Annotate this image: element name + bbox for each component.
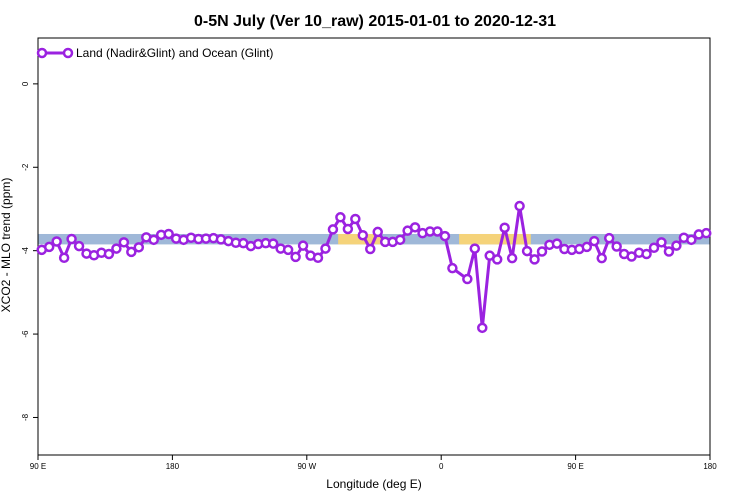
data-point bbox=[701, 227, 712, 239]
legend: Land (Nadir&Glint) and Ocean (Glint) bbox=[36, 46, 273, 60]
data-point bbox=[267, 238, 279, 249]
data-point bbox=[66, 233, 77, 245]
data-point bbox=[491, 254, 503, 265]
x-axis-label: Longitude (deg E) bbox=[326, 477, 421, 491]
y-tick-label: -8 bbox=[21, 413, 30, 421]
y-tick-label: -6 bbox=[21, 330, 30, 338]
data-point bbox=[663, 246, 675, 257]
data-point bbox=[335, 212, 346, 223]
data-point bbox=[477, 322, 488, 334]
x-tick-label: 180 bbox=[703, 462, 717, 471]
data-point bbox=[43, 241, 55, 253]
data-point bbox=[469, 243, 481, 254]
x-tick-label: 90 E bbox=[567, 462, 583, 471]
data-point bbox=[536, 246, 548, 257]
legend-marker-right bbox=[62, 47, 74, 59]
band-orange bbox=[459, 233, 531, 245]
data-point bbox=[312, 252, 324, 264]
data-point bbox=[126, 246, 137, 258]
data-point bbox=[148, 234, 159, 246]
data-point bbox=[327, 224, 339, 235]
data-point bbox=[432, 226, 443, 237]
legend-marker-left bbox=[36, 47, 48, 59]
data-point bbox=[51, 236, 62, 247]
data-point bbox=[103, 248, 115, 260]
data-point bbox=[521, 245, 533, 257]
legend-label: Land (Nadir&Glint) and Ocean (Glint) bbox=[76, 46, 273, 60]
data-point bbox=[163, 228, 174, 240]
data-point bbox=[58, 252, 70, 264]
data-point bbox=[551, 238, 563, 249]
data-point bbox=[342, 223, 354, 235]
data-point bbox=[290, 251, 301, 263]
x-tick-label: 0 bbox=[439, 462, 444, 471]
data-point bbox=[462, 273, 473, 285]
data-point bbox=[394, 234, 406, 246]
y-tick-label: 0 bbox=[21, 81, 30, 86]
data-point bbox=[648, 242, 660, 254]
data-point bbox=[73, 240, 85, 252]
data-point bbox=[603, 232, 615, 244]
data-point bbox=[514, 200, 525, 212]
data-point bbox=[409, 222, 421, 233]
data-point bbox=[111, 243, 122, 254]
data-point bbox=[365, 243, 376, 255]
data-point bbox=[581, 241, 593, 253]
data-point bbox=[611, 241, 622, 252]
data-point bbox=[357, 229, 369, 241]
data-point bbox=[320, 243, 331, 254]
data-point bbox=[596, 252, 607, 264]
x-tick-label: 90 W bbox=[297, 462, 316, 471]
data-point bbox=[589, 235, 600, 247]
data-point bbox=[671, 240, 682, 251]
data-point bbox=[499, 222, 510, 233]
data-point bbox=[372, 226, 383, 238]
x-tick-label: 90 E bbox=[30, 462, 46, 471]
data-point bbox=[133, 242, 145, 253]
series-layer bbox=[36, 200, 712, 334]
chart-title: 0-5N July (Ver 10_raw) 2015-01-01 to 202… bbox=[194, 13, 556, 30]
data-point bbox=[350, 213, 361, 225]
data-point bbox=[118, 237, 130, 248]
data-point bbox=[529, 254, 540, 265]
data-point bbox=[447, 262, 458, 274]
data-point bbox=[641, 248, 652, 260]
data-point bbox=[656, 237, 667, 248]
y-tick-label: -4 bbox=[21, 247, 30, 255]
data-point bbox=[439, 230, 451, 242]
data-point bbox=[297, 240, 309, 251]
x-tick-label: 180 bbox=[166, 462, 180, 471]
data-point bbox=[282, 244, 294, 256]
y-axis-label: XCO2 - MLO trend (ppm) bbox=[0, 178, 13, 313]
y-tick-label: -2 bbox=[21, 163, 30, 171]
data-point bbox=[506, 252, 518, 264]
data-point bbox=[686, 234, 697, 246]
